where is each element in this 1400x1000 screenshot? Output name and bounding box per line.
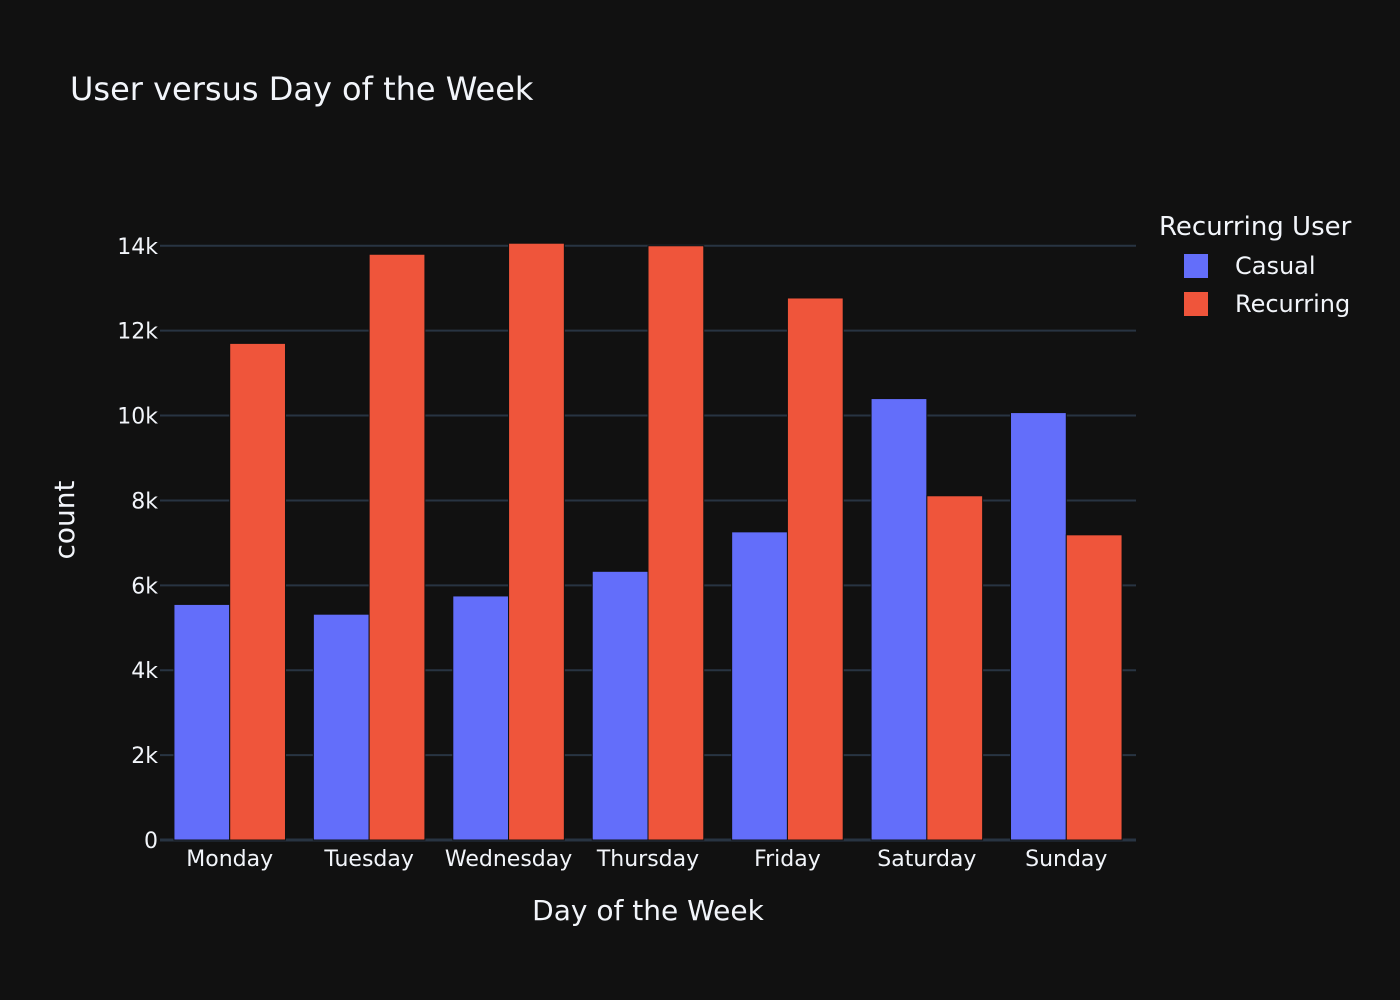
bar-casual-saturday[interactable] bbox=[870, 398, 928, 841]
y-tick-label: 10k bbox=[117, 405, 158, 430]
bar-recurring-sunday[interactable] bbox=[1065, 534, 1123, 841]
x-axis-title: Day of the Week bbox=[532, 894, 764, 927]
bar-casual-friday[interactable] bbox=[731, 531, 788, 841]
y-tick-label: 12k bbox=[117, 320, 158, 345]
bar-recurring-tuesday[interactable] bbox=[368, 253, 426, 841]
bars bbox=[173, 242, 1123, 841]
x-tick-label-thursday: Thursday bbox=[596, 847, 699, 872]
bar-recurring-friday[interactable] bbox=[786, 297, 844, 841]
bar-casual-monday[interactable] bbox=[173, 603, 231, 841]
bar-recurring-saturday[interactable] bbox=[926, 495, 984, 841]
bar-recurring-thursday[interactable] bbox=[647, 245, 705, 841]
y-axis-ticks: 0 2k 4k 6k 8k 10k 12k 14k bbox=[117, 235, 158, 854]
x-tick-label-friday: Friday bbox=[754, 847, 821, 872]
bar-casual-sunday[interactable] bbox=[1010, 412, 1067, 841]
y-tick-label: 0 bbox=[144, 829, 158, 854]
y-axis-title: count bbox=[48, 480, 81, 559]
y-tick-label: 2k bbox=[131, 744, 158, 769]
bar-recurring-monday[interactable] bbox=[229, 342, 286, 841]
bar-casual-tuesday[interactable] bbox=[312, 613, 370, 841]
legend-swatch-recurring[interactable] bbox=[1184, 292, 1208, 316]
legend: Recurring User Casual Recurring bbox=[1159, 212, 1352, 318]
x-tick-label-sunday: Sunday bbox=[1025, 847, 1107, 872]
x-tick-label-monday: Monday bbox=[186, 847, 273, 872]
bar-casual-thursday[interactable] bbox=[591, 570, 649, 841]
y-tick-label: 4k bbox=[131, 659, 158, 684]
legend-label-recurring[interactable]: Recurring bbox=[1235, 290, 1350, 318]
x-tick-label-tuesday: Tuesday bbox=[323, 847, 414, 872]
y-tick-label: 6k bbox=[131, 574, 158, 599]
legend-title: Recurring User bbox=[1159, 212, 1352, 242]
x-tick-label-saturday: Saturday bbox=[877, 847, 976, 872]
x-axis-ticks: Monday Tuesday Wednesday Thursday Friday Satu… bbox=[186, 847, 1107, 872]
bar-casual-wednesday[interactable] bbox=[452, 595, 510, 841]
y-tick-label: 14k bbox=[117, 235, 158, 260]
legend-swatch-casual[interactable] bbox=[1184, 254, 1208, 278]
legend-label-casual[interactable]: Casual bbox=[1235, 252, 1316, 280]
y-tick-label: 8k bbox=[131, 489, 158, 514]
chart-title: User versus Day of the Week bbox=[70, 70, 534, 108]
x-tick-label-wednesday: Wednesday bbox=[445, 847, 572, 872]
bar-recurring-wednesday[interactable] bbox=[508, 242, 565, 841]
